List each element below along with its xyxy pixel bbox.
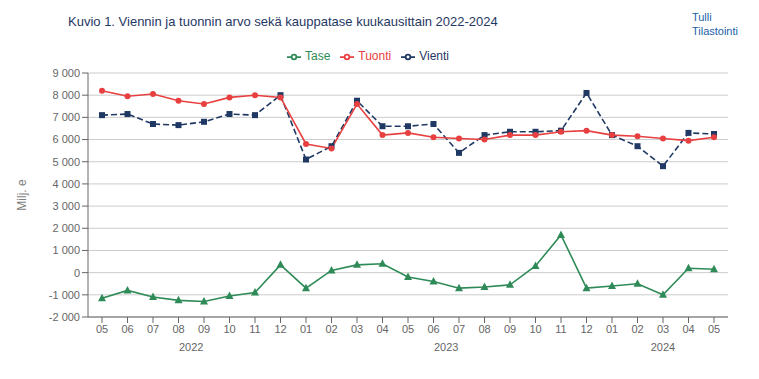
svg-text:08: 08 [478, 323, 490, 335]
svg-text:01: 01 [300, 323, 312, 335]
svg-text:2 000: 2 000 [52, 222, 80, 234]
svg-text:07: 07 [147, 323, 159, 335]
svg-text:09: 09 [198, 323, 210, 335]
svg-text:11: 11 [555, 323, 566, 335]
svg-text:6 000: 6 000 [52, 133, 80, 145]
svg-text:9 000: 9 000 [52, 67, 80, 79]
svg-text:06: 06 [427, 323, 439, 335]
svg-text:1 000: 1 000 [52, 244, 80, 256]
svg-text:03: 03 [351, 323, 363, 335]
svg-text:10: 10 [223, 323, 235, 335]
html-text:Tase: Tase [305, 49, 331, 63]
svg-text:05: 05 [708, 323, 720, 335]
svg-text:04: 04 [682, 323, 694, 335]
svg-text:4 000: 4 000 [52, 178, 80, 190]
svg-text:07: 07 [453, 323, 465, 335]
html-text:Tilastointi: Tilastointi [691, 25, 738, 37]
svg-text:3 000: 3 000 [52, 200, 80, 212]
svg-text:04: 04 [376, 323, 388, 335]
svg-text:8 000: 8 000 [52, 89, 80, 101]
svg-text:5 000: 5 000 [52, 156, 80, 168]
svg-text:0: 0 [74, 267, 80, 279]
svg-text:-1 000: -1 000 [49, 289, 80, 301]
html-text:Kuvio 1. Viennin ja tuonnin ar: Kuvio 1. Viennin ja tuonnin arvo sekä ka… [68, 14, 498, 29]
svg-text:2023: 2023 [434, 341, 458, 353]
svg-text:-2 000: -2 000 [49, 311, 80, 323]
svg-text:08: 08 [172, 323, 184, 335]
svg-text:2022: 2022 [179, 341, 203, 353]
svg-text:09: 09 [504, 323, 516, 335]
svg-text:01: 01 [606, 323, 618, 335]
svg-text:7 000: 7 000 [52, 111, 80, 123]
svg-text:10: 10 [529, 323, 541, 335]
svg-text:02: 02 [631, 323, 643, 335]
svg-text:05: 05 [96, 323, 108, 335]
svg-text:02: 02 [325, 323, 337, 335]
html-text:Vienti: Vienti [419, 49, 449, 63]
svg-text:Milj. e: Milj. e [15, 179, 29, 211]
html-text:Tulli: Tulli [691, 11, 712, 23]
svg-text:11: 11 [249, 323, 260, 335]
svg-text:2024: 2024 [651, 341, 675, 353]
svg-text:05: 05 [402, 323, 414, 335]
svg-text:12: 12 [274, 323, 286, 335]
svg-text:12: 12 [580, 323, 592, 335]
svg-text:03: 03 [657, 323, 669, 335]
html-text:Tuonti: Tuonti [358, 49, 392, 63]
svg-text:06: 06 [121, 323, 133, 335]
